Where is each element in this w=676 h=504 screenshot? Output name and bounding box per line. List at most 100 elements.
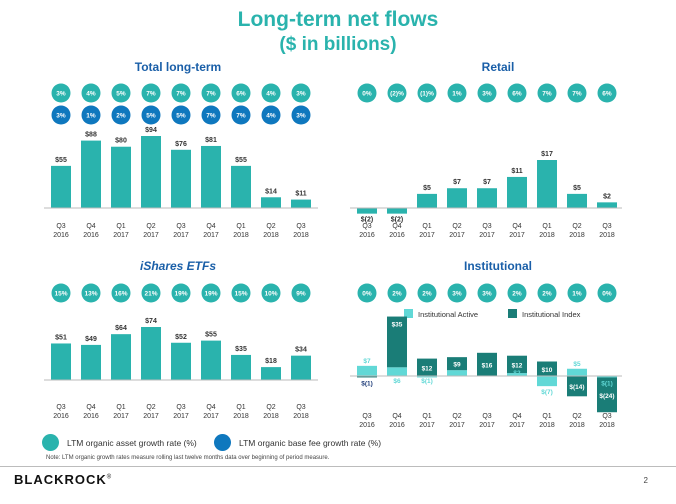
retail-tick-quarter: Q4 [512,223,521,230]
inst-legend-active-swatch [404,309,413,318]
logo-text: BLACKROCK [14,472,107,487]
total-fee-growth-bubble [171,105,191,125]
inst-active-bar [597,376,617,378]
ishares-asset-growth-bubble-label: 21% [144,291,157,298]
total-tick-quarter: Q4 [86,223,95,230]
ishares-tick-quarter: Q1 [236,404,245,411]
ishares-bar-label: $74 [145,318,157,325]
total-asset-growth-bubble [141,83,161,103]
legend-asset-growth: LTM organic asset growth rate (%) [42,434,197,451]
retail-bar-label: $5 [573,185,581,192]
retail-bar-label: $2 [603,193,611,200]
ishares-asset-growth-bubble [201,283,221,303]
total-asset-growth-bubble [171,83,191,103]
inst-active-bar [387,367,407,376]
inst-tick-year: 2017 [419,422,435,429]
ishares-asset-growth-bubble-label: 15% [54,291,67,298]
ishares-asset-growth-bubble [51,283,71,303]
total-bar-label: $11 [295,191,306,198]
inst-index-label: $(1) [361,380,373,387]
logo-trademark: ® [106,474,113,481]
total-bar [261,197,281,208]
total-asset-growth-bubble [81,83,101,103]
ishares-tick-year: 2018 [293,413,309,420]
ishares-bar-label: $51 [55,334,67,341]
blackrock-logo: BLACKROCK® [14,472,112,487]
total-bar-label: $80 [115,138,127,145]
inst-tick-year: 2016 [359,422,375,429]
total-asset-growth-bubble-label: 4% [86,91,96,98]
retail-asset-growth-bubble-label: 7% [572,91,582,98]
inst-tick-quarter: Q3 [482,413,491,420]
total-tick-quarter: Q3 [176,223,185,230]
total-tick-year: 2017 [113,232,129,239]
total-asset-growth-bubble-label: 7% [176,91,186,98]
total-asset-growth-bubble-label: 7% [146,91,156,98]
total-tick-year: 2017 [173,232,189,239]
inst-tick-quarter: Q1 [422,413,431,420]
legend-fee-growth: LTM organic base fee growth rate (%) [214,434,381,451]
teal-dot-icon [42,434,59,451]
ishares-asset-growth-bubble [111,283,131,303]
inst-asset-growth-bubble [447,283,467,303]
inst-legend-index-swatch [508,309,517,318]
inst-tick-quarter: Q2 [452,413,461,420]
inst-active-bar [357,365,377,376]
inst-tick-quarter: Q2 [572,413,581,420]
total-tick-quarter: Q2 [266,223,275,230]
total-bar [51,165,71,208]
inst-active-label: $5 [573,361,581,368]
inst-active-label: $2 [513,370,521,377]
retail-bar [507,176,527,208]
inst-tick-year: 2017 [479,422,495,429]
retail-bar [537,160,557,208]
ishares-asset-growth-bubble [291,283,311,303]
total-tick-quarter: Q1 [116,223,125,230]
retail-tick-quarter: Q3 [362,223,371,230]
total-tick-quarter: Q3 [296,223,305,230]
total-bar [291,199,311,208]
legend-fee-label: LTM organic base fee growth rate (%) [239,437,382,448]
inst-index-label: $12 [512,362,523,369]
ishares-asset-growth-bubble [171,283,191,303]
inst-index-bar [417,358,437,376]
inst-asset-growth-bubble-label: 3% [482,291,492,298]
total-asset-growth-bubble [201,83,221,103]
retail-asset-growth-bubble [477,83,497,103]
ishares-asset-growth-bubble [141,283,161,303]
ishares-tick-year: 2017 [173,413,189,420]
retail-asset-growth-bubble [567,83,587,103]
inst-asset-growth-bubble-label: 2% [422,291,432,298]
ishares-asset-growth-bubble-label: 19% [204,291,217,298]
legend-asset-label: LTM organic asset growth rate (%) [67,437,197,448]
ishares-asset-growth-bubble [81,283,101,303]
inst-asset-growth-bubble [507,283,527,303]
retail-bar [447,188,467,208]
total-bar [111,146,131,208]
retail-bar [597,202,617,208]
total-fee-growth-bubble [81,105,101,125]
ishares-bar [201,340,221,380]
inst-tick-quarter: Q4 [512,413,521,420]
ishares-tick-year: 2018 [263,413,279,420]
retail-tick-quarter: Q1 [422,223,431,230]
inst-tick-year: 2017 [449,422,465,429]
retail-asset-growth-bubble [597,83,617,103]
retail-tick-quarter: Q1 [542,223,551,230]
retail-tick-year: 2017 [479,232,495,239]
total-fee-growth-bubble [231,105,251,125]
retail-tick-year: 2018 [539,232,555,239]
total-bar [171,149,191,208]
retail-asset-growth-bubble-label: (2)% [390,91,404,98]
ishares-tick-quarter: Q4 [86,404,95,411]
inst-asset-growth-bubble-label: 3% [452,291,462,298]
ishares-tick-quarter: Q2 [266,404,275,411]
inst-active-bar [567,368,587,376]
ishares-bar [291,355,311,380]
inst-tick-year: 2016 [389,422,405,429]
ishares-bar-label: $49 [85,336,97,343]
total-bar-label: $94 [145,127,157,134]
inst-index-bar [387,316,407,368]
retail-asset-growth-bubble-label: 6% [602,91,612,98]
